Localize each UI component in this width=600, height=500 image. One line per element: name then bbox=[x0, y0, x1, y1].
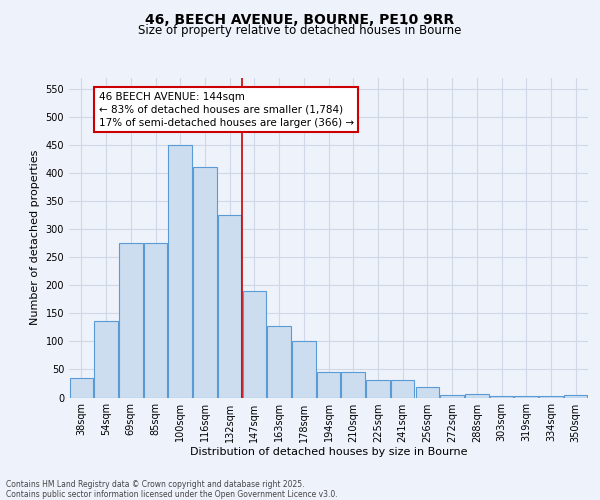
Y-axis label: Number of detached properties: Number of detached properties bbox=[30, 150, 40, 325]
Bar bbox=[169, 145, 192, 398]
Bar bbox=[242, 291, 266, 398]
Bar bbox=[94, 320, 118, 398]
Bar bbox=[490, 396, 513, 398]
Bar bbox=[218, 215, 241, 398]
Text: Size of property relative to detached houses in Bourne: Size of property relative to detached ho… bbox=[139, 24, 461, 37]
Bar bbox=[416, 388, 439, 398]
Bar bbox=[465, 394, 488, 398]
Bar bbox=[268, 326, 291, 398]
Text: 46 BEECH AVENUE: 144sqm
← 83% of detached houses are smaller (1,784)
17% of semi: 46 BEECH AVENUE: 144sqm ← 83% of detache… bbox=[98, 92, 354, 128]
Text: Contains HM Land Registry data © Crown copyright and database right 2025.
Contai: Contains HM Land Registry data © Crown c… bbox=[6, 480, 338, 499]
Bar bbox=[292, 341, 316, 398]
Bar bbox=[70, 378, 93, 398]
X-axis label: Distribution of detached houses by size in Bourne: Distribution of detached houses by size … bbox=[190, 448, 467, 458]
Bar bbox=[564, 396, 587, 398]
Bar bbox=[539, 396, 563, 398]
Bar bbox=[366, 380, 389, 398]
Bar bbox=[514, 396, 538, 398]
Bar bbox=[119, 243, 143, 398]
Bar bbox=[391, 380, 415, 398]
Bar bbox=[317, 372, 340, 398]
Bar bbox=[193, 168, 217, 398]
Text: 46, BEECH AVENUE, BOURNE, PE10 9RR: 46, BEECH AVENUE, BOURNE, PE10 9RR bbox=[145, 12, 455, 26]
Bar bbox=[440, 394, 464, 398]
Bar bbox=[144, 243, 167, 398]
Bar bbox=[341, 372, 365, 398]
